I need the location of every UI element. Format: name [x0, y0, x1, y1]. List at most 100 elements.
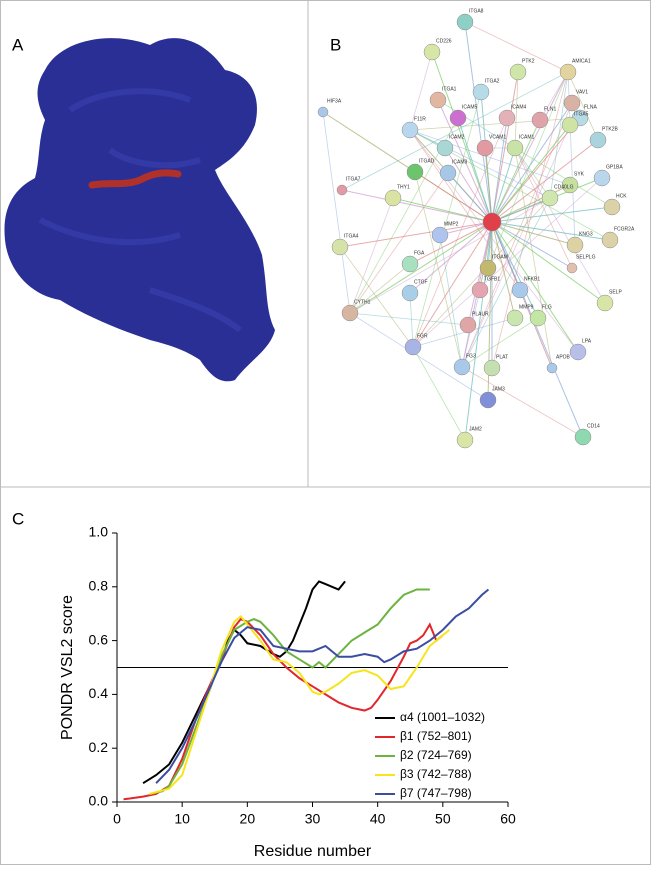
- node-label: ICAM3: [452, 159, 468, 165]
- node-label: ITGA4: [344, 233, 359, 239]
- node-label: SYK: [574, 171, 585, 177]
- edge: [461, 102, 573, 368]
- node-label: TGFB1: [484, 276, 500, 282]
- edge: [412, 346, 466, 441]
- node: [439, 164, 457, 182]
- node: [401, 284, 419, 302]
- edge: [349, 312, 469, 326]
- y-tick-label: 1.0: [89, 524, 109, 540]
- legend-label: β2 (724–769): [400, 748, 472, 762]
- legend-label: β3 (742–788): [400, 767, 472, 781]
- edge: [409, 117, 581, 131]
- node: [561, 176, 579, 194]
- node-label: CD40LG: [554, 184, 574, 190]
- x-tick-label: 50: [435, 811, 451, 827]
- edge: [464, 221, 493, 441]
- node: [529, 309, 547, 327]
- node-label: CD226: [436, 38, 452, 44]
- edge: [412, 221, 493, 348]
- y-tick-label: 0.2: [89, 739, 109, 755]
- edge: [339, 221, 493, 248]
- edge: [491, 221, 611, 241]
- node-label: HIF3A: [327, 98, 342, 104]
- panel-label: B: [330, 35, 341, 54]
- edge: [431, 51, 493, 223]
- node-label: F11R: [414, 116, 426, 122]
- edge: [412, 117, 508, 348]
- edge: [491, 221, 576, 246]
- node: [479, 259, 497, 277]
- edge: [457, 117, 493, 223]
- node: [506, 309, 524, 327]
- edge: [491, 221, 573, 269]
- edge: [491, 221, 539, 319]
- node-label: FLG: [542, 304, 552, 310]
- node-label: ITGAD: [419, 158, 435, 164]
- edge: [491, 221, 606, 304]
- node: [453, 358, 471, 376]
- node: [404, 338, 422, 356]
- node: [336, 184, 348, 196]
- x-tick-label: 40: [370, 811, 386, 827]
- edge: [444, 147, 493, 223]
- edge: [514, 71, 519, 149]
- legend-label: β7 (747–798): [400, 786, 472, 800]
- node-label: APOB: [556, 354, 571, 360]
- node-label: AMICA1: [572, 58, 591, 64]
- peptide: [88, 169, 182, 189]
- edge: [437, 99, 516, 149]
- node: [317, 106, 329, 118]
- node-label: NFKB1: [524, 276, 540, 282]
- edge: [439, 234, 463, 368]
- node: [541, 189, 559, 207]
- edge: [322, 111, 351, 314]
- node: [563, 94, 581, 112]
- node: [423, 43, 441, 61]
- edge: [461, 124, 571, 368]
- edge: [514, 147, 553, 369]
- node: [431, 226, 449, 244]
- x-tick-label: 60: [500, 811, 516, 827]
- node-label: VCAM1: [489, 134, 506, 140]
- edge: [514, 147, 551, 199]
- node: [449, 109, 467, 127]
- node: [561, 116, 579, 134]
- node-label: FCGR2A: [614, 226, 635, 232]
- node-label: CTGF: [414, 279, 428, 285]
- node: [593, 169, 611, 187]
- protein-surface: [4, 38, 275, 382]
- node: [401, 121, 419, 139]
- node-label: SELPLG: [576, 254, 596, 260]
- edge: [412, 91, 482, 348]
- node: [483, 359, 501, 377]
- panel-label: C: [12, 509, 24, 528]
- edge: [567, 71, 599, 141]
- node-label: PTK2B: [602, 126, 619, 132]
- edge: [514, 147, 606, 304]
- y-tick-label: 0.6: [89, 631, 109, 647]
- edge: [491, 221, 584, 438]
- series-line: [155, 588, 490, 784]
- node-label: VAV1: [576, 89, 588, 95]
- x-tick-label: 20: [240, 811, 256, 827]
- edge: [409, 129, 551, 199]
- node: [509, 63, 527, 81]
- edge: [464, 21, 493, 223]
- surface: [4, 38, 275, 382]
- x-tick-label: 30: [305, 811, 321, 827]
- node-label: JAM2: [469, 426, 482, 432]
- node-label: HCK: [616, 193, 627, 199]
- node: [459, 316, 477, 334]
- edge: [464, 21, 569, 73]
- node-label: PLAT: [496, 354, 508, 360]
- node-label: FLNA: [584, 104, 597, 110]
- y-tick-label: 0.4: [89, 685, 109, 701]
- node-label: ITGA7: [346, 176, 361, 182]
- edge: [341, 189, 493, 223]
- node-label: MMP9: [519, 304, 534, 310]
- node-label: ICAM2: [449, 134, 465, 140]
- node-label: JAM3: [492, 386, 505, 392]
- node-label: ITGA1: [442, 86, 457, 92]
- edge: [491, 147, 516, 223]
